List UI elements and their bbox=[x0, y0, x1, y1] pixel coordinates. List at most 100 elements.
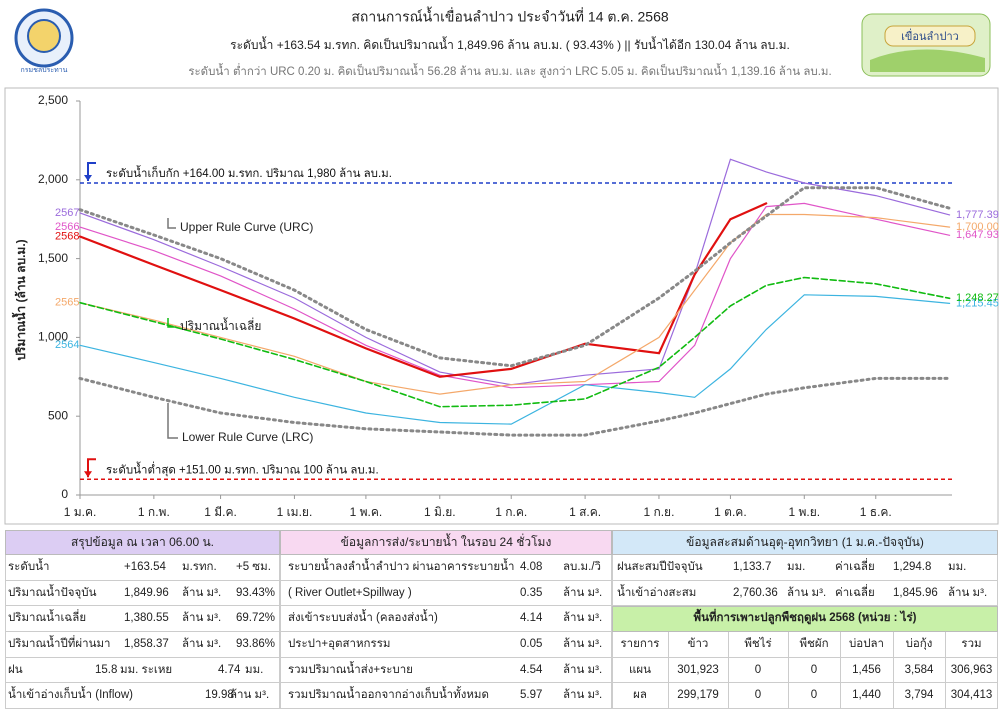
table-row bbox=[5, 555, 280, 581]
release-cell: 5.97 bbox=[520, 689, 543, 702]
series-line bbox=[79, 294, 951, 425]
value-label: 1,248.27 bbox=[956, 292, 999, 304]
crop-column-header: รายการ bbox=[620, 638, 660, 650]
summary-cell: +163.54 bbox=[124, 561, 166, 573]
value-label: 1,647.93 bbox=[956, 229, 999, 241]
hydrology-cell: ฝนสะสมปีปัจจุบัน bbox=[617, 561, 703, 573]
crop-cell: 299,179 bbox=[677, 689, 719, 702]
crop-column-line bbox=[668, 632, 669, 709]
crop-cell: 3,584 bbox=[904, 663, 934, 676]
crop-cell: 304,413 bbox=[950, 689, 993, 702]
release-cell: รวมปริมาณน้ำออกจากอ่างเก็บน้ำทั้งหมด bbox=[288, 689, 489, 702]
summary-cell: ฝน bbox=[8, 663, 23, 676]
flag-arrow bbox=[84, 174, 92, 181]
flag-arrow bbox=[84, 471, 92, 478]
crop-column-header: พืชไร่ bbox=[744, 638, 772, 650]
value-label: 1,215.45 bbox=[956, 297, 999, 309]
table-row bbox=[280, 606, 612, 632]
section-header-bg bbox=[5, 530, 280, 555]
x-tick-label: 1 มิ.ย. bbox=[424, 505, 456, 519]
series-line bbox=[78, 376, 952, 437]
crop-cell: 0 bbox=[754, 689, 762, 702]
release-cell: ระบายน้ำลงลำน้ำลำปาว ผ่านอาคารระบายน้ำ bbox=[288, 561, 515, 573]
crop-title: พื้นที่การเพาะปลูกพืชฤดูฝน 2568 (หน่วย :… bbox=[693, 612, 917, 625]
logo-left-emblem bbox=[27, 19, 61, 53]
hydrology-cell: ค่าเฉลี่ย bbox=[835, 561, 875, 573]
summary-cell: ล้าน ม³. bbox=[230, 689, 270, 702]
x-tick-label: 1 ก.พ. bbox=[138, 505, 170, 519]
crop-cell: 306,963 bbox=[950, 663, 993, 676]
hydrology-cell: 1,294.8 bbox=[893, 561, 932, 573]
crop-cell: 1,440 bbox=[852, 689, 881, 702]
table-row bbox=[280, 657, 612, 684]
series-annotation: Lower Rule Curve (LRC) bbox=[182, 430, 313, 444]
x-tick-label: 1 ต.ค. bbox=[714, 505, 747, 519]
release-cell: ส่งเข้าระบบส่งน้ำ (คลองส่งน้ำ) bbox=[288, 612, 438, 625]
hydrology-cell: น้ำเข้าอ่างสะสม bbox=[617, 586, 697, 599]
chart: กรมชลประทาน เขื่อนลำปาว สถานการณ์น้ำเขื่… bbox=[4, 7, 999, 525]
crop-column-line bbox=[945, 632, 946, 709]
y-tick-label: 2,000 bbox=[38, 172, 68, 186]
hydrology-cell: 2,760.36 bbox=[733, 586, 778, 599]
series-annotation: Upper Rule Curve (URC) bbox=[180, 220, 313, 234]
y-tick-label: 0 bbox=[61, 487, 68, 501]
summary-cell: ปริมาณน้ำปัจจุบัน bbox=[8, 586, 97, 599]
table-row bbox=[612, 632, 998, 658]
release-cell: ประปา+อุตสาหกรรม bbox=[288, 638, 391, 650]
table-row bbox=[5, 606, 280, 632]
crop-cell: แผน bbox=[628, 663, 651, 676]
release-cell: ล้าน ม³. bbox=[563, 663, 603, 676]
crop-column-line bbox=[788, 632, 789, 709]
section-header-bg bbox=[612, 530, 998, 555]
value-label: 1,700.00 bbox=[956, 221, 999, 233]
summary-cell: ปริมาณน้ำเฉลี่ย bbox=[8, 612, 87, 625]
hydrology-cell: 1,845.96 bbox=[893, 586, 938, 599]
section-header-bg bbox=[280, 530, 612, 555]
series-name: 2568 bbox=[55, 230, 79, 242]
summary-cell: มม. bbox=[245, 663, 264, 676]
table-row bbox=[612, 555, 998, 581]
header-line: ระดับน้ำ +163.54 ม.รทก. คิดเป็นปริมาณน้ำ… bbox=[230, 36, 790, 52]
header-title: สถานการณ์น้ำเขื่อนลำปาว ประจำวันที่ 14 ต… bbox=[351, 7, 668, 25]
y-tick-label: 1,000 bbox=[38, 330, 68, 344]
summary-cell: 1,380.55 bbox=[124, 612, 169, 625]
summary-cell: 93.43% bbox=[236, 586, 276, 599]
x-tick-label: 1 ก.ค. bbox=[495, 505, 527, 519]
crop-cell: 0 bbox=[810, 689, 818, 702]
summary-cell: ล้าน ม³. bbox=[182, 586, 222, 599]
hydrology-cell: ล้าน ม³. bbox=[948, 586, 988, 599]
section-header: ข้อมูลสะสมด้านอุตุ-อุทกวิทยา (1 ม.ค.-ปัจ… bbox=[686, 535, 924, 549]
x-tick-label: 1 พ.ค. bbox=[350, 505, 383, 519]
header-line: ระดับน้ำ ต่ำกว่า URC 0.20 ม. คิดเป็นปริม… bbox=[188, 63, 831, 78]
annotation-flag bbox=[167, 403, 178, 439]
table-row bbox=[5, 632, 280, 658]
summary-cell: 19.98 bbox=[205, 689, 234, 702]
hydrology-cell: มม. bbox=[948, 561, 967, 573]
summary-cell: 1,849.96 bbox=[124, 586, 169, 599]
release-cell: 4.14 bbox=[520, 612, 543, 625]
x-tick-label: 1 เม.ย. bbox=[277, 505, 313, 519]
y-tick-label: 500 bbox=[48, 408, 68, 422]
crop-column-line bbox=[728, 632, 729, 709]
annotation-flag bbox=[167, 218, 176, 229]
hydrology-cell: ล้าน ม³. bbox=[787, 586, 827, 599]
crop-column-line bbox=[893, 632, 894, 709]
reference-label: ระดับน้ำเก็บกัก +164.00 ม.รทก. ปริมาณ 1,… bbox=[106, 165, 392, 180]
hydrology-cell: 1,133.7 bbox=[733, 561, 772, 573]
section-header: สรุปข้อมูล ณ เวลา 06.00 น. bbox=[70, 535, 215, 549]
crop-cell: 3,794 bbox=[904, 689, 934, 702]
table-row bbox=[280, 555, 612, 581]
table-row bbox=[612, 580, 998, 607]
crop-cell: 1,456 bbox=[852, 663, 881, 676]
x-tick-label: 1 ธ.ค. bbox=[860, 505, 892, 519]
chart-frame bbox=[4, 87, 999, 525]
series-name: 2565 bbox=[55, 297, 79, 309]
release-cell: 4.54 bbox=[520, 663, 543, 676]
series-name: 2564 bbox=[55, 339, 79, 351]
release-cell: ล้าน ม³. bbox=[563, 612, 603, 625]
crop-column-header: บ่อกุ้ง bbox=[905, 638, 933, 650]
crop-cell: ผล bbox=[633, 689, 647, 702]
series-line bbox=[79, 213, 951, 395]
release-cell: ล้าน ม³. bbox=[563, 586, 603, 599]
